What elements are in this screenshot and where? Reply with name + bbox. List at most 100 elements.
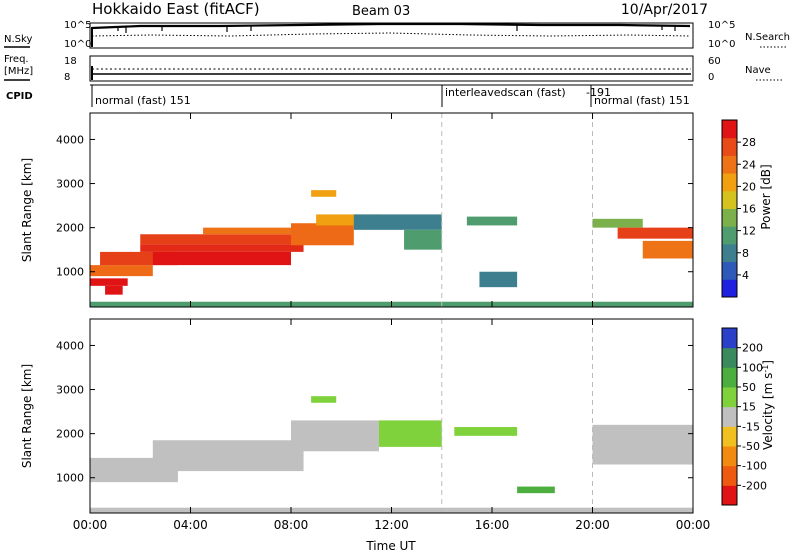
velocity-ylabel: Slant Range [km] [20,364,34,468]
cpid-segment-1: normal (fast) 151 [95,94,191,107]
power-band-17 [642,240,693,259]
power-colorbar-swatch-9 [722,120,737,139]
nsearch-label: N.Search [745,32,790,43]
power-colorbar-tick-label-6: 28 [742,136,756,149]
nsearch-tick-top: 10^5 [708,20,735,31]
velocity-colorbar-swatch-0 [722,485,737,506]
velocity-colorbar-tick-label-4: -15 [742,420,760,433]
velocity-colorbar-swatch-6 [722,367,737,388]
time-tick-label-3: 12:00 [374,518,409,532]
velocity-colorbar-swatch-3 [722,426,737,447]
power-ytick-label-2: 3000 [56,178,84,191]
power-colorbar-swatch-5 [722,190,737,209]
nave-label: Nave [745,65,771,76]
cpid-segment-3: -191 [586,86,611,99]
velocity-colorbar: 200 100 50 15 -15 -50 -100 -200 [721,327,767,506]
velocity-colorbar-tick-label-6: -100 [742,460,767,473]
velocity-band-1 [152,440,304,472]
velocity-colorbar-tick-label-1: 100 [742,361,763,374]
power-colorbar-label: Power [dB] [759,164,773,229]
cpid-segment-4: normal (fast) 151 [594,94,690,107]
velocity-ytick-label-3: 4000 [56,339,84,352]
power-colorbar-swatch-2 [722,243,737,263]
freq-label: Freq. [4,54,29,65]
velocity-ytick-label-0: 1000 [56,472,84,485]
power-band-7 [203,227,329,235]
power-ytick-label-1: 2000 [56,222,84,235]
velocity-colorbar-swatch-4 [722,406,737,427]
nsearch-tick-bottom: 10^0 [708,39,735,50]
date-title: 10/Apr/2017 [621,2,708,18]
power-colorbar: 4 8 12 16 20 24 28 [721,119,756,298]
power-band-10 [311,190,337,197]
beam-title: Beam 03 [352,4,410,19]
time-tick-label-6: 00:00 [676,518,711,532]
freq-unit-label: [MHz] [4,66,33,77]
power-band-15 [592,218,643,228]
power-colorbar-swatch-1 [722,261,737,280]
power-colorbar-swatch-3 [722,226,737,245]
velocity-colorbar-tick-label-7: -200 [742,479,767,492]
time-tick-label-5: 20:00 [575,518,610,532]
freq-panel: 18 8 60 0 Freq. [MHz] Nave [4,54,782,83]
velocity-ytick-label-2: 3000 [56,384,84,397]
power-ytick-label-3: 4000 [56,133,84,146]
power-colorbar-tick-label-4: 20 [742,180,756,193]
time-tick-label-1: 04:00 [173,518,208,532]
velocity-colorbar-swatch-1 [722,465,737,486]
velocity-colorbar-label: Velocity [m s-1] [761,360,775,450]
power-band-6 [140,234,291,245]
velocity-band-3 [311,396,337,403]
power-colorbar-swatch-8 [722,137,737,156]
nsky-tick-bottom: 10^0 [64,39,91,50]
power-ytick-label-0: 1000 [56,266,84,279]
power-band-9 [316,214,379,226]
velocity-colorbar-tick-label-0: 200 [742,342,763,355]
power-colorbar-swatch-7 [722,155,737,174]
cpid-label: CPID [6,91,33,102]
cpid-panel: CPID normal (fast) 151 interleavedscan (… [6,84,693,107]
power-band-5 [140,244,304,252]
power-band-13 [466,216,518,226]
power-colorbar-swatch-4 [722,208,737,227]
power-band-0 [90,278,128,286]
power-panel: 1000 2000 3000 4000 Slant Range [km] 4 8 12 16… [20,112,773,308]
power-band-1 [105,285,123,295]
velocity-colorbar-tick-label-2: 50 [742,381,756,394]
velocity-colorbar-frame [721,327,738,506]
velocity-band-7 [592,424,693,465]
time-axis-label: Time UT [365,539,416,553]
power-band-14 [479,271,518,288]
power-band-8 [291,223,354,246]
velocity-colorbar-tick-label-3: 15 [742,401,756,414]
nsearch-line [91,32,691,37]
nsky-panel: 10^5 10^0 10^5 10^0 N.Sky N.Search [4,20,790,50]
power-colorbar-tick-label-0: 4 [742,269,749,282]
velocity-colorbar-swatch-5 [722,387,737,408]
power-band-2 [90,265,153,277]
power-colorbar-tick-label-2: 12 [742,225,756,238]
nave-tick-top: 60 [708,56,721,67]
power-ylabel: Slant Range [km] [20,158,34,262]
nsky-tick-top: 10^5 [64,20,91,31]
freq-tick-top: 18 [64,56,77,67]
station-title: Hokkaido East (fitACF) [92,0,260,18]
power-band-11 [353,214,442,230]
nave-tick-bottom: 0 [708,72,714,83]
velocity-band-5 [454,427,518,436]
power-colorbar-tick-label-3: 16 [742,203,756,216]
power-colorbar-swatch-6 [722,173,737,192]
time-tick-label-2: 08:00 [274,518,309,532]
nsky-spikes [117,25,676,33]
power-colorbar-swatch-0 [722,279,737,298]
power-band-16 [617,227,693,239]
cpid-segment-2: interleavedscan (fast) [445,86,566,99]
velocity-band-4 [378,420,442,447]
power-colorbar-tick-label-1: 8 [742,247,749,260]
velocity-panel: 1000 2000 3000 4000 00:00 04:00 08:00 12:00 16:… [20,318,775,553]
time-tick-label-4: 16:00 [475,518,510,532]
velocity-ytick-label-1: 2000 [56,428,84,441]
nsky-label: N.Sky [4,34,32,45]
velocity-colorbar-swatch-7 [722,347,737,368]
